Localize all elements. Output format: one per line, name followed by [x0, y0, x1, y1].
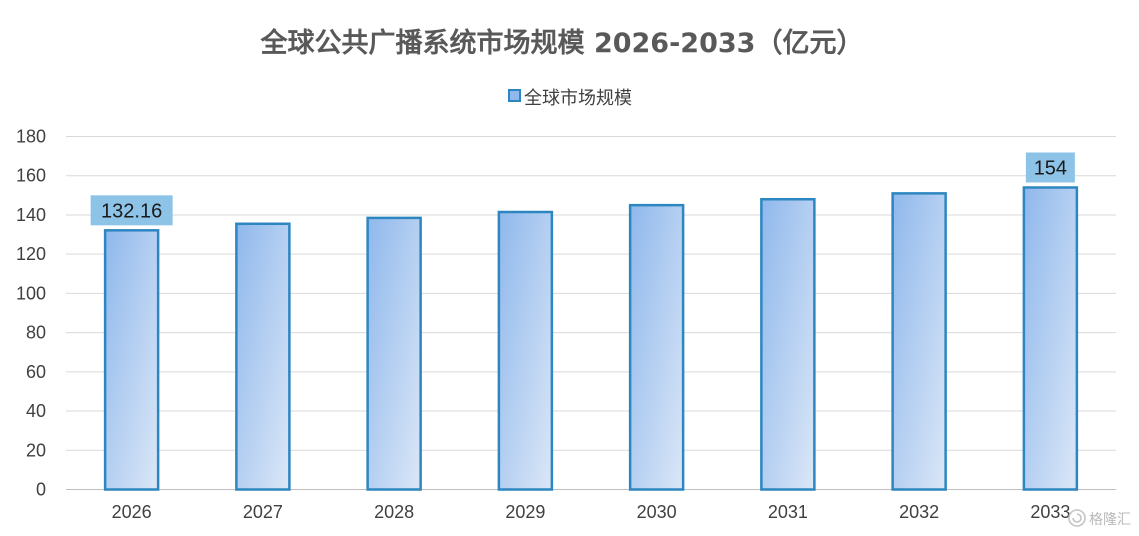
y-tick-label: 20 [26, 440, 46, 460]
x-tick-label: 2028 [374, 502, 414, 522]
data-label: 154 [1025, 152, 1075, 183]
glh-logo-icon [1068, 509, 1086, 527]
x-axis-ticks: 2026 2027 2028 2029 2030 2031 2032 2033 [112, 502, 1071, 522]
y-tick-label: 0 [36, 480, 46, 500]
legend-swatch [508, 89, 521, 102]
data-label-text: 154 [1034, 157, 1067, 179]
x-tick-label: 2030 [637, 502, 677, 522]
y-tick-label: 60 [26, 362, 46, 382]
y-tick-label: 100 [16, 283, 46, 303]
y-tick-label: 140 [16, 205, 46, 225]
y-tick-label: 160 [16, 166, 46, 186]
data-label-bg [1025, 152, 1075, 183]
x-tick-label: 2031 [768, 502, 808, 522]
x-tick-label: 2027 [243, 502, 283, 522]
chart-title: 全球公共广播系统市场规模 2026-2033（亿元） [260, 27, 864, 59]
x-tick-label: 2029 [505, 502, 545, 522]
x-tick-label: 2032 [899, 502, 939, 522]
watermark: 格隆汇 [1068, 509, 1131, 528]
bar [628, 203, 685, 491]
y-tick-label: 40 [26, 401, 46, 421]
x-tick-label: 2026 [112, 502, 152, 522]
bar [760, 198, 816, 491]
data-label-bg [90, 195, 173, 226]
bar [235, 222, 291, 491]
legend-label: 全球市场规模 [524, 88, 632, 109]
bar [497, 210, 554, 491]
bar [1022, 186, 1079, 491]
data-labels: 132.16 154 [90, 152, 1075, 226]
x-tick-label: 2033 [1030, 502, 1070, 522]
y-axis-ticks: 0 20 40 60 80 100 120 140 160 180 [16, 127, 46, 500]
bar [103, 229, 160, 491]
data-label-text: 132.16 [101, 200, 162, 222]
legend: 全球市场规模 [508, 88, 632, 109]
bars [103, 186, 1079, 491]
y-tick-label: 80 [26, 323, 46, 343]
y-tick-label: 120 [16, 244, 46, 264]
data-label: 132.16 [90, 195, 173, 226]
bar [891, 192, 947, 491]
watermark-text: 格隆汇 [1089, 512, 1131, 528]
bar [366, 216, 422, 491]
gridlines [66, 136, 1116, 490]
y-tick-label: 180 [16, 127, 46, 147]
